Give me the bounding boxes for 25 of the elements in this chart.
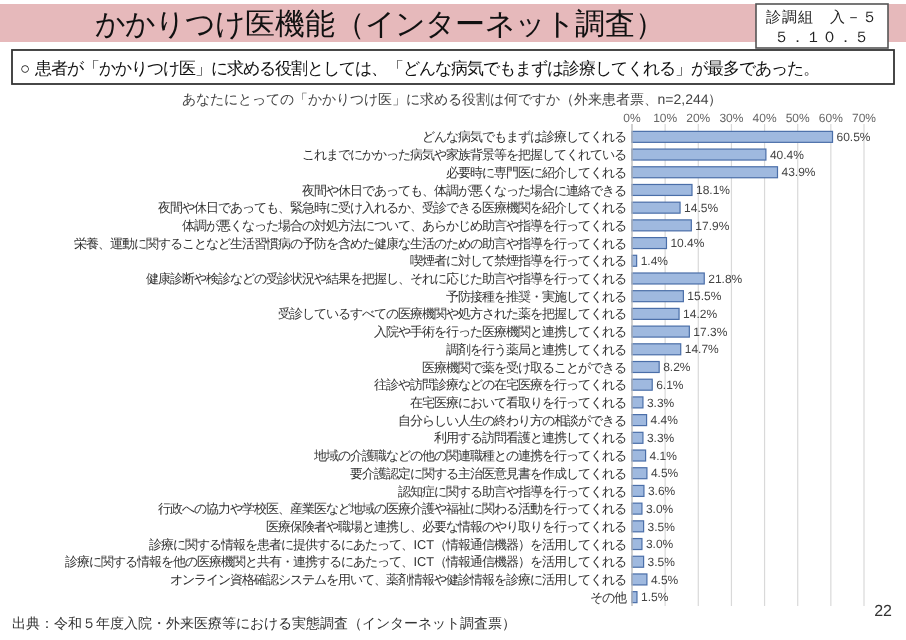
- bar: [631, 290, 684, 303]
- text: ○ 患者が「かかりつけ医」に求める役割としては、「どんな病気でもまずは診療してくれる」が最多であった。: [20, 58, 819, 78]
- bar: [631, 130, 834, 143]
- bar: [631, 148, 767, 161]
- bar: [631, 573, 648, 586]
- bar: [631, 343, 682, 356]
- bar: [631, 183, 693, 197]
- bar: [631, 449, 647, 462]
- text: かかりつけ医機能（インターネット調査）: [95, 8, 665, 42]
- bar: [631, 396, 644, 409]
- bar: [631, 272, 705, 285]
- bar: [631, 502, 643, 515]
- bar: [631, 484, 645, 498]
- bar: [631, 236, 668, 250]
- bar: [631, 166, 779, 179]
- bar: [631, 325, 690, 338]
- bar: [631, 378, 653, 391]
- bar: [631, 537, 643, 551]
- bar: [631, 431, 644, 444]
- bar: [631, 360, 660, 374]
- bar: [631, 307, 680, 320]
- bar: [631, 467, 648, 480]
- bar: [631, 201, 681, 214]
- bar: [631, 219, 692, 232]
- text: 22: [874, 602, 894, 620]
